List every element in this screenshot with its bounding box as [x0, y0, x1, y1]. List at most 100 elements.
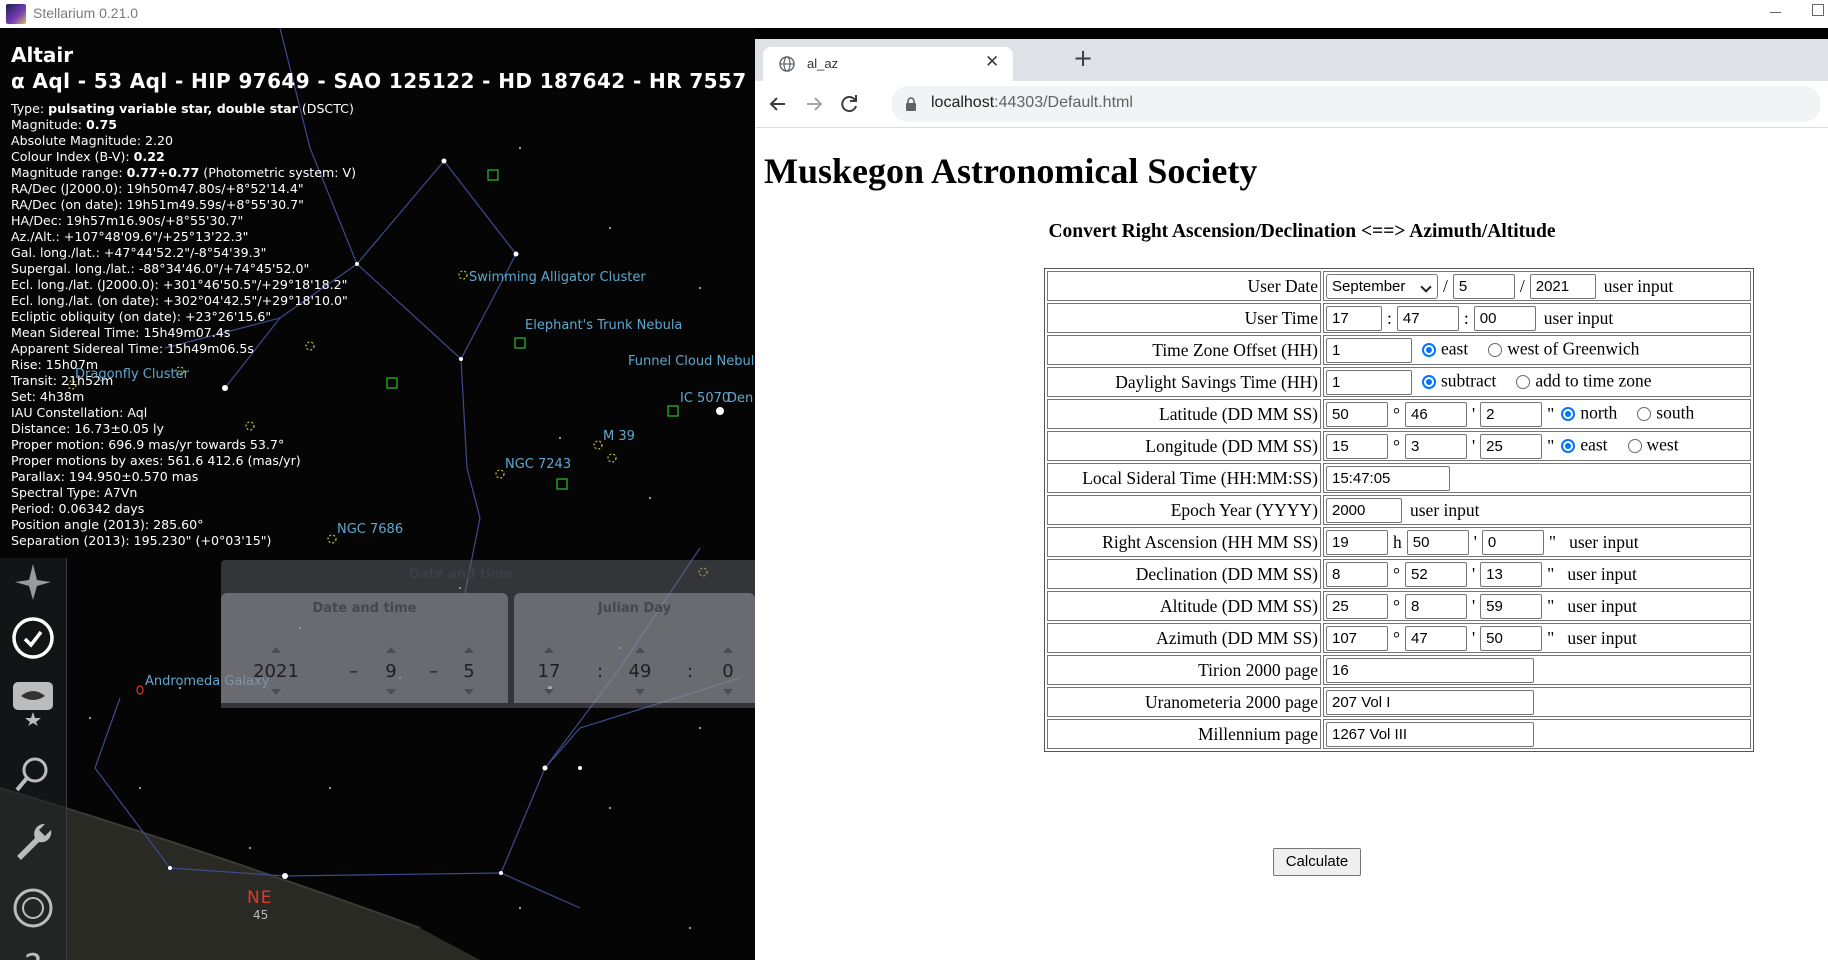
address-bar[interactable]: localhost:44303/Default.html: [891, 86, 1821, 122]
sky-view[interactable]: Altair α Aql - 53 Aql - HIP 97649 - SAO …: [0, 28, 755, 960]
url-text[interactable]: localhost:44303/Default.html: [931, 94, 1133, 112]
minimize-button[interactable]: [1766, 1, 1786, 23]
longitude-seconds-input[interactable]: 25: [1480, 433, 1543, 459]
plugin-window-button[interactable]: [9, 884, 57, 932]
altitude-degrees-input[interactable]: 25: [1326, 593, 1388, 619]
object-detail-line: Set: 4h38m: [11, 389, 747, 405]
web-page: Muskegon Astronomical Society Convert Ri…: [755, 129, 1828, 960]
second-input[interactable]: 00: [1473, 305, 1536, 331]
hour-down-arrow-icon[interactable]: [544, 689, 554, 695]
back-button[interactable]: [765, 91, 791, 117]
second-down-arrow-icon[interactable]: [723, 689, 733, 695]
timezone-input[interactable]: 1: [1326, 337, 1412, 363]
azimuth-degrees-input[interactable]: 107: [1326, 625, 1388, 651]
sky-viewing-options-button[interactable]: [9, 678, 57, 726]
timezone-east-radio[interactable]: [1422, 343, 1436, 357]
object-detail-text: Apparent Sidereal Time: 15h49m06.5s: [11, 341, 254, 356]
forward-button[interactable]: [801, 91, 827, 117]
object-detail-text: Colour Index (B-V):: [11, 149, 134, 164]
search-window-button[interactable]: [9, 750, 57, 798]
tirion-page-input[interactable]: 16: [1326, 657, 1534, 683]
user-input-note: user input: [1569, 531, 1639, 552]
hour-input[interactable]: 17: [1326, 305, 1382, 331]
year-up-arrow-icon[interactable]: [271, 647, 281, 653]
row-altitude: Altitude (DD MM SS) 25 ° 8 ' 59 " user input: [1047, 591, 1751, 621]
second-spinbox[interactable]: 0: [710, 641, 746, 699]
object-identifiers: α Aql - 53 Aql - HIP 97649 - SAO 125122 …: [11, 69, 747, 93]
calculate-button[interactable]: Calculate: [1273, 848, 1361, 876]
ra-seconds-input[interactable]: 0: [1481, 529, 1544, 555]
lst-input[interactable]: 15:47:05: [1326, 465, 1450, 491]
day-up-arrow-icon[interactable]: [464, 647, 474, 653]
dst-input[interactable]: 1: [1326, 369, 1412, 395]
dec-minutes-input[interactable]: 52: [1405, 561, 1467, 587]
dec-degrees-input[interactable]: 8: [1326, 561, 1388, 587]
azimuth-seconds-input[interactable]: 50: [1480, 625, 1543, 651]
month-up-arrow-icon[interactable]: [386, 647, 396, 653]
object-detail-text: Ecl. long./lat. (J2000.0): +301°46'50.5"…: [11, 277, 348, 292]
object-detail-text: (Photometric system: V): [199, 165, 356, 180]
month-spinbox[interactable]: 9: [371, 641, 411, 699]
location-window-button[interactable]: [9, 558, 57, 606]
reload-button[interactable]: [836, 91, 862, 117]
maximize-button[interactable]: [1812, 4, 1824, 16]
month-select[interactable]: September: [1326, 273, 1438, 299]
dec-seconds-input[interactable]: 13: [1480, 561, 1543, 587]
forward-arrow-icon: [807, 97, 823, 111]
lock-icon[interactable]: [905, 97, 917, 111]
row-azimuth: Azimuth (DD MM SS) 107 ° 47 ' 50 " user input: [1047, 623, 1751, 653]
latitude-north-radio[interactable]: [1561, 407, 1576, 421]
hour-mark: h: [1393, 531, 1402, 552]
longitude-west-radio[interactable]: [1627, 439, 1642, 453]
day-input[interactable]: 5: [1452, 273, 1515, 299]
ra-minutes-input[interactable]: 50: [1406, 529, 1469, 555]
minute-spinbox[interactable]: 49: [620, 641, 660, 699]
year-input[interactable]: 2021: [1529, 273, 1596, 299]
millennium-page-input[interactable]: 1267 Vol III: [1326, 721, 1534, 747]
year-spinbox[interactable]: 2021: [241, 641, 311, 699]
month-down-arrow-icon[interactable]: [386, 689, 396, 695]
object-detail-line: Ecliptic obliquity (on date): +23°26'15.…: [11, 309, 747, 325]
minute-input[interactable]: 47: [1396, 305, 1459, 331]
timezone-west-radio[interactable]: [1488, 343, 1503, 357]
uranometria-page-input[interactable]: 207 Vol I: [1326, 689, 1534, 715]
second-up-arrow-icon[interactable]: [723, 647, 733, 653]
epoch-input[interactable]: 2000: [1326, 497, 1402, 523]
tab-close-icon[interactable]: ✕: [985, 52, 1000, 72]
label-ngc-7686: NGC 7686: [337, 522, 404, 537]
dst-add-radio[interactable]: [1516, 375, 1531, 389]
hour-spinbox[interactable]: 17: [529, 641, 569, 699]
altitude-seconds-input[interactable]: 59: [1480, 593, 1543, 619]
longitude-degrees-input[interactable]: 15: [1326, 433, 1388, 459]
dst-subtract-radio[interactable]: [1422, 375, 1436, 389]
latitude-minutes-input[interactable]: 46: [1405, 401, 1467, 427]
object-detail-line: Apparent Sidereal Time: 15h49m06.5s: [11, 341, 747, 357]
longitude-west-label: west: [1646, 434, 1679, 455]
object-detail-line: Ecl. long./lat. (on date): +302°04'42.5"…: [11, 293, 747, 309]
minute-up-arrow-icon[interactable]: [635, 647, 645, 653]
tab-al-az[interactable]: al_az ✕: [763, 47, 1013, 81]
object-detail-text: Type:: [11, 101, 49, 116]
longitude-minutes-input[interactable]: 3: [1405, 433, 1467, 459]
configuration-window-button[interactable]: [9, 818, 57, 866]
date-time-window-button[interactable]: [9, 614, 57, 662]
longitude-east-radio[interactable]: [1561, 439, 1576, 453]
day-down-arrow-icon[interactable]: [464, 689, 474, 695]
latitude-south-radio[interactable]: [1637, 407, 1652, 421]
azimuth-minutes-input[interactable]: 47: [1405, 625, 1467, 651]
row-longitude: Longitude (DD MM SS) 15 ° 3 ' 25 " east west: [1047, 431, 1751, 461]
altitude-cell: 25 ° 8 ' 59 " user input: [1323, 591, 1751, 621]
minute-down-arrow-icon[interactable]: [635, 689, 645, 695]
object-detail-text: Gal. long./lat.: +47°44'52.2"/-8°54'39.3…: [11, 245, 267, 260]
new-tab-button[interactable]: +: [1073, 44, 1094, 72]
reload-icon: [841, 95, 857, 113]
latitude-seconds-input[interactable]: 2: [1480, 401, 1543, 427]
altitude-minutes-input[interactable]: 8: [1405, 593, 1467, 619]
ra-hours-input[interactable]: 19: [1326, 529, 1388, 555]
hour-up-arrow-icon[interactable]: [544, 647, 554, 653]
day-spinbox[interactable]: 5: [449, 641, 489, 699]
help-window-button[interactable]: ?: [9, 942, 57, 960]
year-down-arrow-icon[interactable]: [271, 689, 281, 695]
object-detail-line: Gal. long./lat.: +47°44'52.2"/-8°54'39.3…: [11, 245, 747, 261]
latitude-degrees-input[interactable]: 50: [1326, 401, 1388, 427]
